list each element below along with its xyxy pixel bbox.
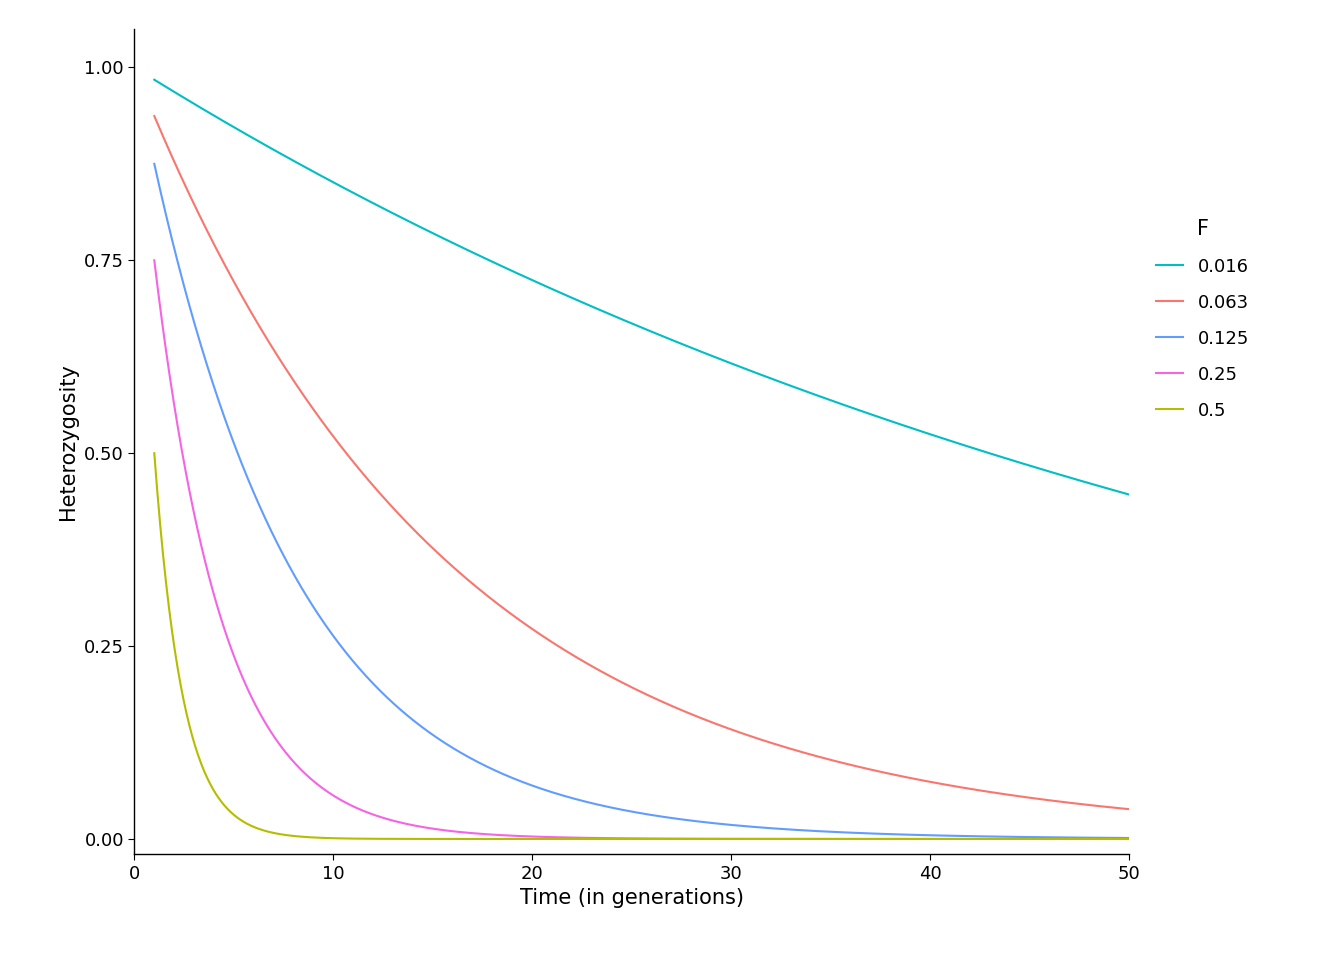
0.063 bbox=[575, 656, 591, 667]
0.125 bbox=[906, 829, 922, 841]
0.063 bbox=[146, 110, 163, 122]
Line: 0.25: 0.25 bbox=[155, 260, 1129, 839]
0.5 bbox=[540, 833, 556, 845]
0.25 bbox=[1121, 833, 1137, 845]
0.063 bbox=[923, 777, 939, 788]
0.5 bbox=[1121, 833, 1137, 845]
0.125 bbox=[816, 826, 832, 837]
0.5 bbox=[575, 833, 591, 845]
X-axis label: Time (in generations): Time (in generations) bbox=[520, 888, 743, 908]
0.5 bbox=[246, 821, 262, 832]
0.125 bbox=[540, 785, 556, 797]
0.016 bbox=[923, 429, 939, 441]
0.125 bbox=[1121, 832, 1137, 844]
0.016 bbox=[246, 132, 262, 144]
0.016 bbox=[575, 298, 591, 309]
0.25 bbox=[575, 832, 591, 844]
0.063 bbox=[540, 635, 556, 646]
0.25 bbox=[540, 831, 556, 843]
0.5 bbox=[816, 833, 832, 845]
0.125 bbox=[146, 158, 163, 170]
0.5 bbox=[146, 447, 163, 459]
0.25 bbox=[246, 696, 262, 708]
Line: 0.5: 0.5 bbox=[155, 453, 1129, 839]
0.016 bbox=[540, 281, 556, 293]
0.5 bbox=[923, 833, 939, 845]
Line: 0.016: 0.016 bbox=[155, 80, 1129, 494]
0.25 bbox=[816, 833, 832, 845]
Line: 0.063: 0.063 bbox=[155, 116, 1129, 809]
0.125 bbox=[246, 487, 262, 498]
0.5 bbox=[906, 833, 922, 845]
0.25 bbox=[146, 254, 163, 266]
0.016 bbox=[146, 74, 163, 85]
0.016 bbox=[906, 423, 922, 435]
Y-axis label: Heterozygosity: Heterozygosity bbox=[58, 363, 78, 520]
0.016 bbox=[1121, 489, 1137, 500]
0.063 bbox=[816, 753, 832, 764]
Line: 0.125: 0.125 bbox=[155, 164, 1129, 838]
0.25 bbox=[923, 833, 939, 845]
0.063 bbox=[906, 773, 922, 784]
0.25 bbox=[906, 833, 922, 845]
0.063 bbox=[246, 311, 262, 323]
Legend: 0.016, 0.063, 0.125, 0.25, 0.5: 0.016, 0.063, 0.125, 0.25, 0.5 bbox=[1156, 220, 1249, 420]
0.125 bbox=[575, 796, 591, 807]
0.016 bbox=[816, 392, 832, 403]
0.063 bbox=[1121, 804, 1137, 815]
0.125 bbox=[923, 829, 939, 841]
